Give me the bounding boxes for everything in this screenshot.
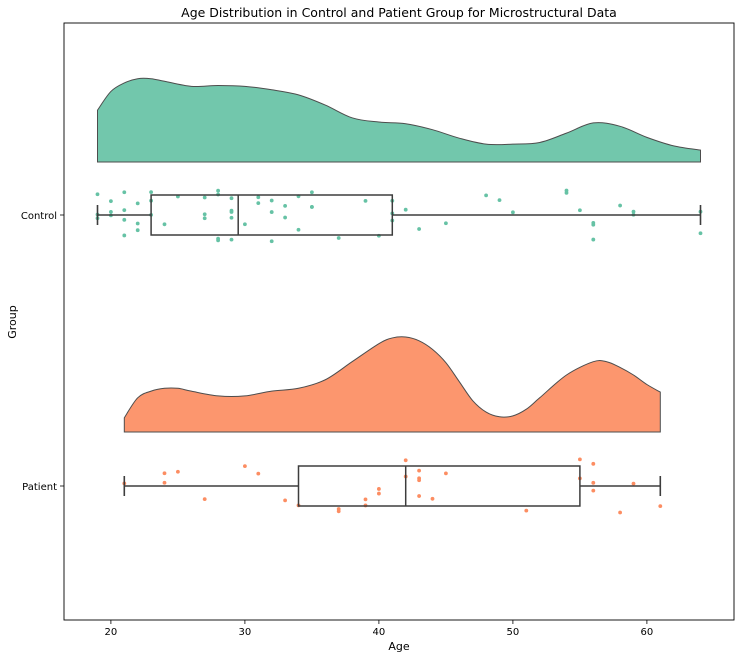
control-data-point bbox=[95, 192, 100, 197]
control-data-point bbox=[497, 198, 502, 202]
patient-data-point bbox=[256, 471, 261, 476]
control-density-cloud bbox=[97, 77, 701, 163]
patient-data-point bbox=[430, 496, 435, 501]
control-data-point bbox=[256, 195, 261, 200]
control-data-point bbox=[202, 212, 207, 217]
control-data-point bbox=[122, 233, 127, 238]
patient-data-point bbox=[377, 491, 381, 496]
patient-data-point bbox=[417, 478, 421, 483]
control-data-point bbox=[135, 201, 140, 206]
x-axis: 20 30 40 50 60 bbox=[105, 620, 654, 638]
group-patient bbox=[122, 336, 663, 515]
control-data-point bbox=[229, 196, 234, 201]
control-data-point bbox=[149, 190, 154, 195]
patient-data-point bbox=[202, 497, 207, 502]
control-data-point bbox=[564, 188, 569, 193]
control-data-point bbox=[310, 190, 314, 195]
x-tick-label: 30 bbox=[239, 627, 252, 638]
patient-data-point bbox=[578, 457, 582, 462]
control-data-point bbox=[122, 217, 127, 222]
control-data-point bbox=[511, 210, 515, 215]
control-data-point bbox=[256, 201, 261, 206]
patient-data-point bbox=[377, 487, 381, 491]
control-data-point bbox=[283, 215, 287, 220]
control-data-point bbox=[698, 231, 703, 236]
control-data-point bbox=[109, 210, 113, 214]
x-tick-label: 60 bbox=[641, 627, 654, 638]
patient-data-point bbox=[243, 464, 247, 469]
patient-data-point bbox=[631, 481, 636, 486]
control-data-point bbox=[122, 208, 127, 213]
control-iqr-box bbox=[150, 194, 394, 236]
control-data-point bbox=[269, 239, 274, 244]
patient-data-point bbox=[162, 480, 167, 485]
patient-data-point bbox=[176, 469, 180, 474]
control-data-point bbox=[631, 209, 636, 214]
group-control bbox=[95, 77, 703, 244]
control-data-point bbox=[310, 205, 314, 209]
control-data-point bbox=[296, 227, 301, 232]
x-axis-label: Age bbox=[388, 640, 410, 653]
patient-data-point bbox=[283, 498, 287, 503]
control-data-point bbox=[578, 208, 582, 213]
control-data-point bbox=[444, 221, 448, 226]
control-data-point bbox=[122, 190, 127, 195]
x-tick-label: 40 bbox=[373, 627, 386, 638]
y-axis-label: Group bbox=[6, 305, 19, 339]
patient-data-point bbox=[403, 458, 408, 463]
control-data-point bbox=[135, 228, 140, 233]
y-tick-label-patient: Patient bbox=[22, 482, 57, 493]
patient-iqr-box bbox=[297, 465, 581, 507]
control-data-point bbox=[229, 208, 234, 213]
patient-data-point bbox=[444, 471, 448, 476]
control-data-point bbox=[403, 207, 408, 212]
control-data-point bbox=[484, 193, 488, 198]
x-tick-label: 20 bbox=[105, 627, 118, 638]
control-data-point bbox=[269, 198, 274, 203]
plot-area bbox=[95, 77, 703, 515]
patient-data-point bbox=[162, 471, 167, 476]
patient-data-point bbox=[658, 504, 663, 508]
patient-data-point bbox=[417, 494, 421, 498]
patient-data-point bbox=[417, 468, 421, 473]
patient-data-point bbox=[591, 461, 596, 466]
patient-data-point bbox=[336, 507, 341, 511]
control-data-point bbox=[202, 195, 207, 200]
control-data-point bbox=[243, 222, 247, 227]
control-data-point bbox=[618, 203, 622, 208]
patient-data-point bbox=[524, 508, 529, 513]
patient-data-point bbox=[591, 480, 596, 485]
y-tick-label-control: Control bbox=[21, 211, 57, 222]
control-data-point bbox=[216, 238, 221, 243]
y-axis: Control Patient bbox=[21, 211, 64, 493]
patient-data-point bbox=[363, 497, 368, 502]
control-data-point bbox=[202, 216, 207, 221]
control-data-point bbox=[363, 198, 368, 203]
control-data-point bbox=[336, 236, 341, 240]
patient-data-point bbox=[618, 510, 622, 515]
control-data-point bbox=[591, 221, 596, 225]
control-data-point bbox=[216, 188, 221, 193]
control-data-point bbox=[591, 237, 596, 242]
control-data-point bbox=[229, 215, 234, 220]
control-data-point bbox=[135, 221, 140, 226]
control-data-point bbox=[109, 199, 113, 204]
control-data-point bbox=[162, 222, 167, 227]
x-tick-label: 50 bbox=[507, 627, 520, 638]
axes-frame bbox=[63, 22, 735, 621]
control-data-point bbox=[283, 203, 287, 208]
control-data-point bbox=[417, 227, 421, 231]
chart-title: Age Distribution in Control and Patient … bbox=[181, 5, 617, 20]
control-data-point bbox=[269, 210, 274, 214]
control-data-point bbox=[229, 237, 234, 242]
patient-density-cloud bbox=[123, 336, 661, 433]
patient-data-point bbox=[591, 488, 596, 493]
